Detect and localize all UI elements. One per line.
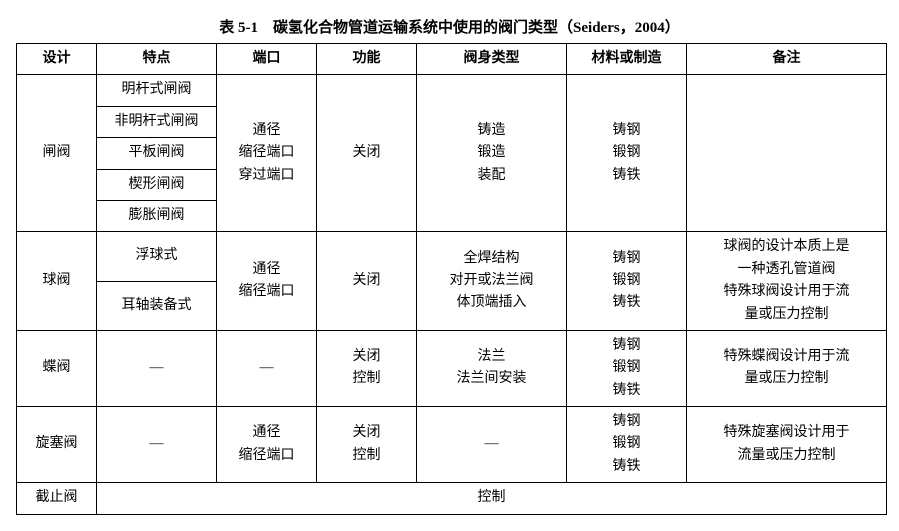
table-caption: 表 5-1 碳氢化合物管道运输系统中使用的阀门类型（Seiders，2004） — [16, 16, 883, 37]
table-row: 截止阀 控制 — [17, 483, 887, 514]
table-row: 闸阀 明杆式闸阀 通径 缩径端口 穿过端口 关闭 铸造 锻造 装配 铸钢 锻钢 … — [17, 75, 887, 106]
cell-feature: 耳轴装备式 — [97, 281, 217, 330]
header-material: 材料或制造 — [567, 44, 687, 75]
header-feature: 特点 — [97, 44, 217, 75]
cell-feature: 楔形闸阀 — [97, 169, 217, 200]
valve-table: 设计 特点 端口 功能 阀身类型 材料或制造 备注 闸阀 明杆式闸阀 通径 缩径… — [16, 43, 887, 515]
cell-feature: — — [97, 407, 217, 483]
header-remark: 备注 — [687, 44, 887, 75]
cell-port: 通径 缩径端口 穿过端口 — [217, 75, 317, 232]
table-row: 旋塞阀 — 通径 缩径端口 关闭 控制 — 铸钢 锻钢 铸铁 特殊旋塞阀设计用于… — [17, 407, 887, 483]
cell-feature: 非明杆式闸阀 — [97, 106, 217, 137]
cell-design: 截止阀 — [17, 483, 97, 514]
cell-design: 闸阀 — [17, 75, 97, 232]
header-body-type: 阀身类型 — [417, 44, 567, 75]
cell-feature: 浮球式 — [97, 232, 217, 281]
cell-feature: 平板闸阀 — [97, 138, 217, 169]
cell-design: 蝶阀 — [17, 330, 97, 406]
cell-body-type: 铸造 锻造 装配 — [417, 75, 567, 232]
cell-function: 关闭 — [317, 232, 417, 331]
cell-material: 铸钢 锻钢 铸铁 — [567, 232, 687, 331]
table-row: 蝶阀 — — 关闭 控制 法兰 法兰间安装 铸钢 锻钢 铸铁 特殊蝶阀设计用于流… — [17, 330, 887, 406]
cell-function: 关闭 — [317, 75, 417, 232]
cell-material: 铸钢 锻钢 铸铁 — [567, 330, 687, 406]
cell-port: 通径 缩径端口 — [217, 407, 317, 483]
header-port: 端口 — [217, 44, 317, 75]
table-row: 球阀 浮球式 通径 缩径端口 关闭 全焊结构 对开或法兰阀 体顶端插入 铸钢 锻… — [17, 232, 887, 281]
cell-remark: 特殊旋塞阀设计用于 流量或压力控制 — [687, 407, 887, 483]
cell-function: 关闭 控制 — [317, 407, 417, 483]
header-design: 设计 — [17, 44, 97, 75]
cell-remark — [687, 75, 887, 232]
cell-port: 通径 缩径端口 — [217, 232, 317, 331]
cell-material: 铸钢 锻钢 铸铁 — [567, 407, 687, 483]
cell-feature: 膨胀闸阀 — [97, 200, 217, 231]
cell-feature: 明杆式闸阀 — [97, 75, 217, 106]
cell-feature: — — [97, 330, 217, 406]
cell-body-type: 法兰 法兰间安装 — [417, 330, 567, 406]
cell-material: 铸钢 锻钢 铸铁 — [567, 75, 687, 232]
cell-port: — — [217, 330, 317, 406]
cell-body-type: 全焊结构 对开或法兰阀 体顶端插入 — [417, 232, 567, 331]
cell-design: 旋塞阀 — [17, 407, 97, 483]
cell-remark: 特殊蝶阀设计用于流 量或压力控制 — [687, 330, 887, 406]
header-function: 功能 — [317, 44, 417, 75]
cell-body-type: — — [417, 407, 567, 483]
cell-design: 球阀 — [17, 232, 97, 331]
header-row: 设计 特点 端口 功能 阀身类型 材料或制造 备注 — [17, 44, 887, 75]
cell-remark: 球阀的设计本质上是 一种透孔管道阀 特殊球阀设计用于流 量或压力控制 — [687, 232, 887, 331]
cell-function: 关闭 控制 — [317, 330, 417, 406]
cell-merged: 控制 — [97, 483, 887, 514]
